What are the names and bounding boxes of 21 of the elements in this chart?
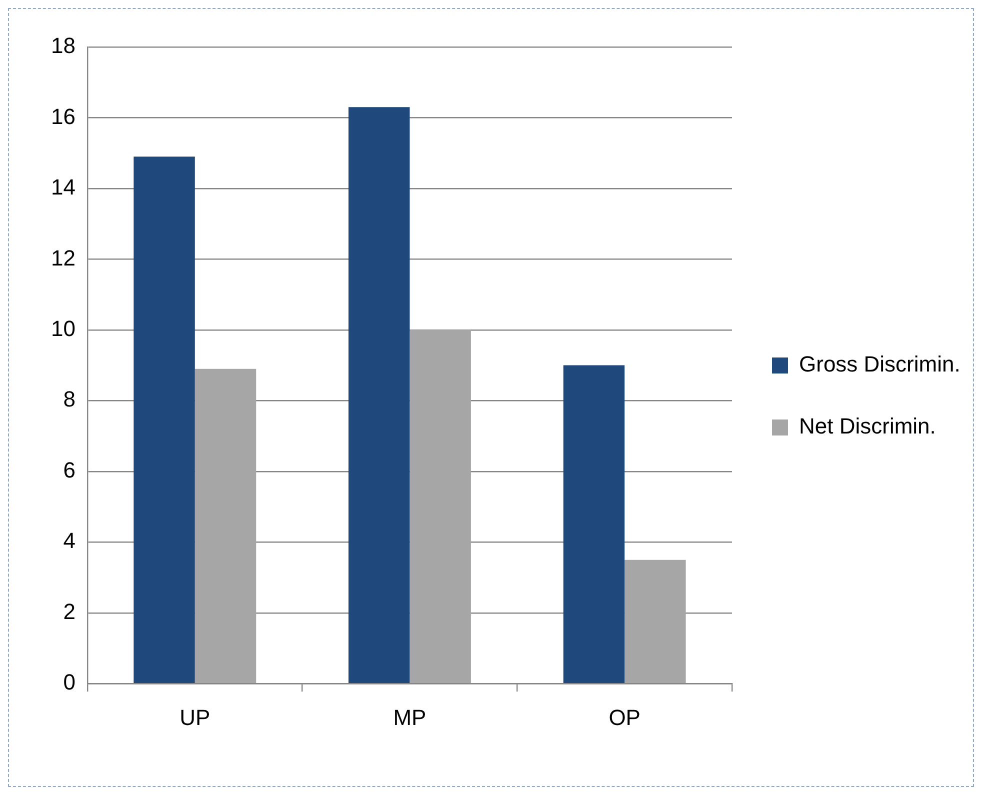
y-tick-label: 14 [50, 174, 76, 200]
y-tick-label: 8 [63, 386, 76, 412]
bar [194, 368, 256, 683]
y-tick-label: 0 [63, 670, 76, 695]
bar [563, 365, 625, 683]
bar [410, 330, 471, 683]
x-tick-label: MP [393, 704, 426, 730]
legend-label: Net Discrimin. [799, 414, 936, 439]
bar [134, 156, 195, 683]
x-tick-label: OP [608, 704, 640, 730]
y-tick-label: 4 [63, 528, 76, 554]
x-tick-label: UP [180, 704, 210, 730]
bar [624, 560, 686, 683]
y-tick-label: 6 [63, 457, 76, 482]
y-tick-label: 2 [63, 598, 76, 624]
y-tick-label: 18 [50, 33, 76, 58]
legend-label: Gross Discrimin. [799, 352, 960, 377]
bar [348, 107, 410, 683]
y-tick-label: 10 [50, 316, 76, 341]
y-tick-label: 16 [50, 104, 76, 129]
y-tick-label: 12 [50, 245, 76, 270]
